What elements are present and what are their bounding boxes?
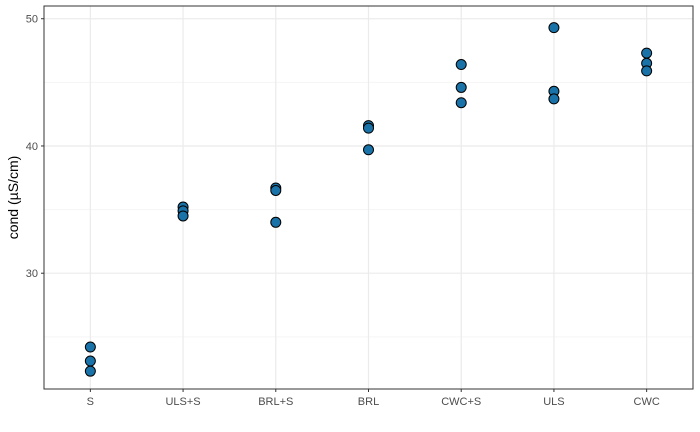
data-point [84, 341, 96, 353]
data-point [548, 93, 560, 105]
y-axis-title: cond (µS/cm) [5, 156, 21, 240]
data-point [363, 122, 374, 134]
data-point [641, 65, 653, 77]
x-tick-label: ULS+S [165, 396, 200, 408]
data-point [548, 22, 560, 34]
data-point [177, 210, 189, 222]
axes: 30 40 50 S ULS+S BRL+S BRL CWC+S ULS CWC [26, 14, 660, 408]
x-tick-label: CWC+S [441, 396, 481, 408]
x-tick-label: CWC [634, 396, 660, 408]
x-tick-label: S [87, 396, 94, 408]
x-tick-label: BRL+S [258, 396, 293, 408]
data-point [455, 81, 467, 93]
data-point [363, 144, 374, 156]
y-tick-label: 40 [26, 141, 38, 153]
data-point [455, 59, 467, 71]
data-point [455, 97, 467, 109]
y-tick-label: 30 [26, 268, 38, 280]
data-point [641, 47, 653, 59]
data-point [270, 185, 282, 197]
data-point [270, 216, 282, 228]
y-tick-label: 50 [26, 14, 38, 26]
x-tick-label: ULS [543, 396, 564, 408]
data-point [84, 355, 96, 367]
data-points [84, 22, 653, 377]
data-point [84, 365, 96, 377]
x-tick-label: BRL [358, 396, 379, 408]
